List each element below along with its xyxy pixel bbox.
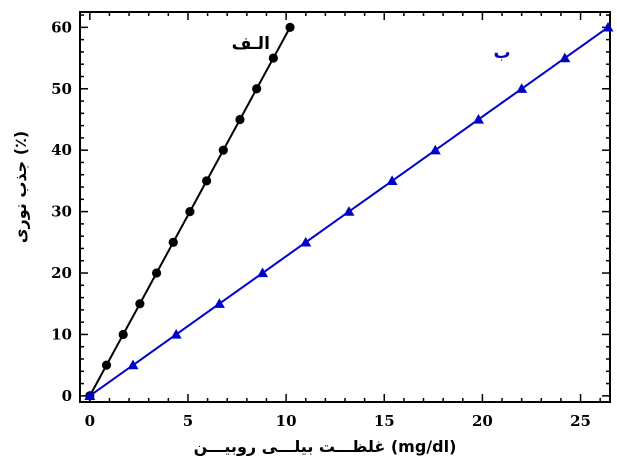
y-tick-label: 10 (51, 325, 72, 343)
series-label-1: ب (493, 43, 510, 63)
data-point-circle (202, 176, 212, 186)
y-tick-label: 0 (62, 387, 72, 405)
y-tick-label: 50 (51, 80, 72, 98)
data-point-circle (151, 268, 162, 278)
data-point-circle (135, 299, 145, 309)
x-tick-label: 20 (472, 412, 493, 430)
data-point-circle (118, 329, 128, 340)
x-tick-label: 10 (276, 412, 297, 430)
x-tick-label: 5 (183, 412, 193, 430)
y-tick-label: 20 (51, 264, 72, 282)
x-tick-label: 0 (85, 412, 95, 430)
data-point-triangle (429, 144, 441, 155)
data-point-circle (168, 237, 178, 247)
y-axis-title: جذب نوری (٪) (11, 131, 30, 243)
y-tick-label: 60 (51, 18, 72, 36)
data-point-triangle (257, 267, 269, 278)
y-tick-label: 30 (51, 203, 72, 221)
data-point-triangle (213, 298, 225, 308)
x-tick-label: 25 (570, 412, 591, 430)
data-point-triangle (386, 175, 398, 186)
data-point-triangle (559, 52, 571, 63)
axis-ticks-group (80, 12, 610, 402)
data-point-circle (285, 22, 295, 32)
series-label-0: الـف (232, 34, 270, 54)
data-point-circle (235, 114, 245, 125)
data-point-triangle (343, 206, 355, 216)
x-tick-label: 15 (374, 412, 395, 430)
data-point-triangle (127, 359, 139, 370)
labels-group: 0 5 10 15 20 25 0 10 20 30 40 50 60 الـف ب غلظـــت بیلـ… (11, 18, 591, 456)
data-point-circle (252, 84, 262, 94)
data-point-triangle (472, 113, 484, 124)
x-axis-title: غلظـــت بیلـــی روبیـــن (mg/dl) (194, 437, 457, 456)
data-point-triangle (84, 390, 96, 400)
data-point-triangle (170, 328, 182, 339)
y-tick-label: 40 (51, 141, 72, 159)
series-group (84, 21, 614, 401)
plot-frame-group (79, 11, 611, 403)
data-point-circle (101, 360, 112, 370)
data-point-circle (218, 145, 228, 155)
data-point-triangle (602, 21, 614, 32)
plot-frame (79, 11, 611, 403)
data-point-triangle (300, 236, 312, 247)
data-point-circle (185, 207, 195, 217)
data-point-circle (268, 53, 278, 63)
data-point-triangle (516, 83, 528, 93)
